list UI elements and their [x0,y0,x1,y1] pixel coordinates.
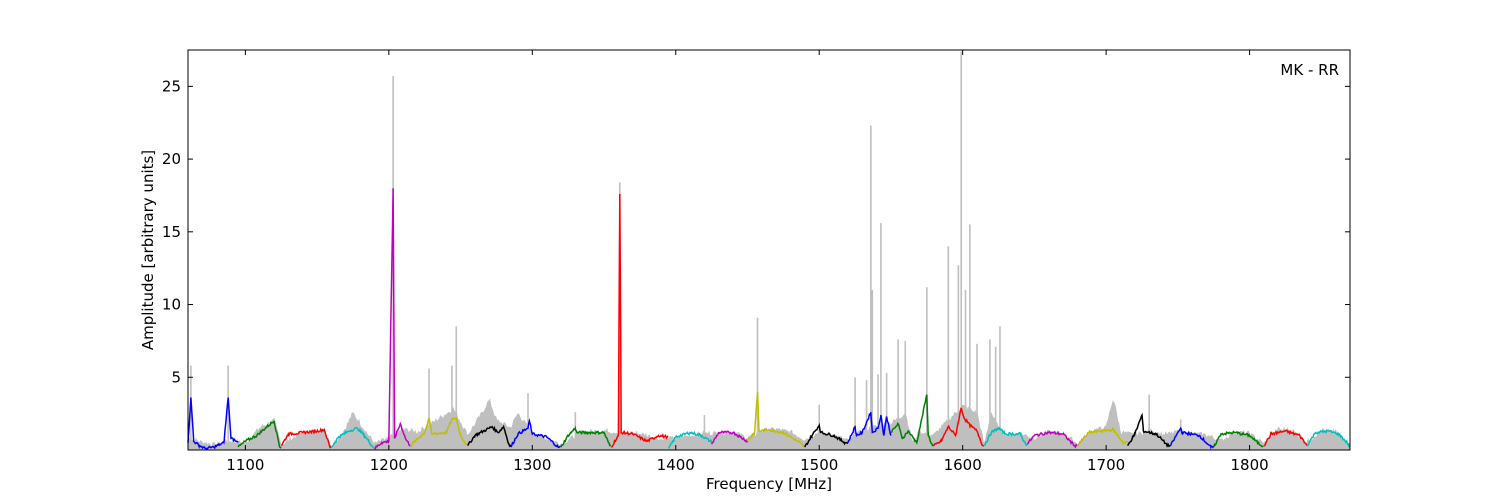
series-line-11 [667,430,713,449]
series-line-17 [933,407,985,447]
series-line-18 [983,426,1028,447]
series-line-7 [467,424,512,448]
x-tick-label: 1400 [657,456,695,474]
y-tick-label: 25 [162,77,181,95]
series-line-12 [710,430,749,445]
series-line-9 [560,425,612,448]
series-line-14 [804,422,849,448]
y-axis-label: Amplitude [arbitrary units] [139,150,157,350]
y-tick-label: 5 [171,368,181,386]
series-line-23 [1212,430,1264,448]
plot-frame [187,49,1351,451]
series-line-15 [847,412,892,443]
series-line-2 [237,420,282,449]
series-line-5 [374,188,411,450]
y-axis-ticks: 5 10 15 20 25 [162,77,1350,386]
x-tick-label: 1800 [1230,456,1268,474]
series-line-24 [1263,429,1308,447]
x-axis-ticks: 1100 1200 1300 1400 1500 1600 1700 1800 [226,50,1269,474]
x-tick-label: 1600 [944,456,982,474]
y-tick-label: 15 [162,223,181,241]
series-line-16 [890,394,935,447]
x-tick-label: 1200 [370,456,408,474]
series-line-1 [187,397,239,451]
series-line-20 [1077,426,1128,447]
background-spectrum-area [187,398,1351,451]
series-line-25 [1306,429,1351,448]
series-line-21 [1126,412,1171,448]
colored-spectrum-series [187,188,1351,451]
series-line-4 [330,426,375,449]
y-tick-label: 20 [162,150,181,168]
series-line-6 [410,417,468,447]
panel-annotation: MK - RR [1280,61,1339,79]
x-tick-label: 1500 [800,456,838,474]
x-tick-label: 1300 [513,456,551,474]
series-line-22 [1169,426,1215,450]
series-line-8 [510,417,562,449]
series-line-19 [1026,430,1078,449]
background-spectrum [187,51,1351,451]
x-tick-label: 1700 [1087,456,1125,474]
series-line-13 [746,391,806,448]
y-tick-label: 10 [162,296,181,314]
series-line-10 [610,193,669,448]
series-line-3 [280,427,332,449]
x-axis-label: Frequency [MHz] [706,475,832,493]
x-tick-label: 1100 [226,456,264,474]
